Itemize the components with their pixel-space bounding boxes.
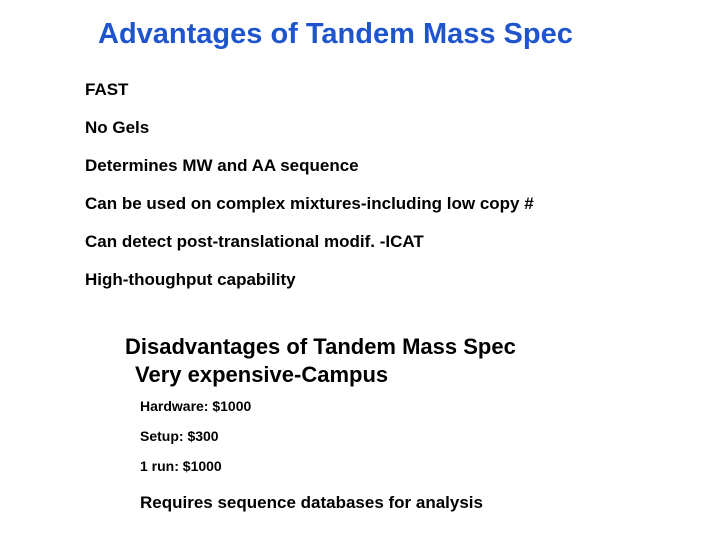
advantage-item: High-thoughput capability xyxy=(85,270,296,290)
advantage-item: No Gels xyxy=(85,118,149,138)
disadvantages-title: Disadvantages of Tandem Mass Spec xyxy=(125,334,516,360)
disadvantage-lead: Very expensive-Campus xyxy=(135,362,388,388)
advantage-item: Can be used on complex mixtures-includin… xyxy=(85,194,534,214)
cost-item: Setup: $300 xyxy=(140,428,219,444)
cost-item: Hardware: $1000 xyxy=(140,398,251,414)
advantage-item: Can detect post-translational modif. -IC… xyxy=(85,232,424,252)
advantage-item: FAST xyxy=(85,80,128,100)
advantage-item: Determines MW and AA sequence xyxy=(85,156,359,176)
advantages-title: Advantages of Tandem Mass Spec xyxy=(98,18,573,51)
slide: Advantages of Tandem Mass Spec FAST No G… xyxy=(0,0,720,540)
cost-item: 1 run: $1000 xyxy=(140,458,222,474)
disadvantage-footer: Requires sequence databases for analysis xyxy=(140,493,483,513)
